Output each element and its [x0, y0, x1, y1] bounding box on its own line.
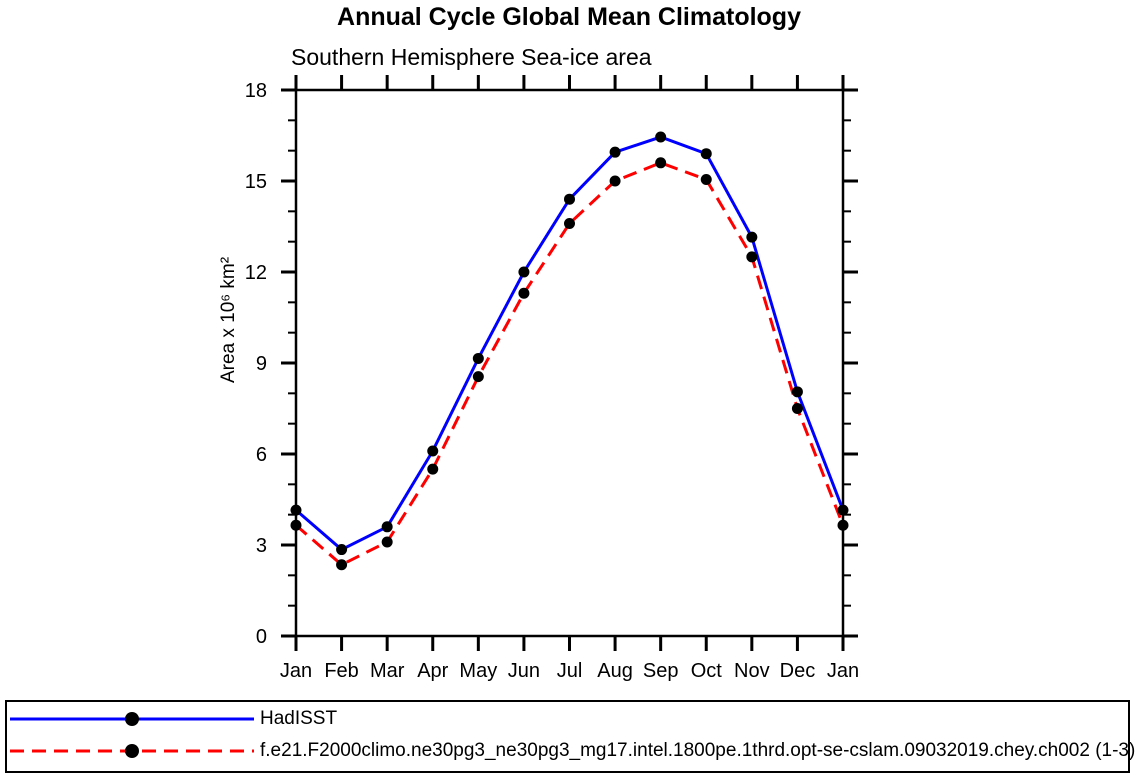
data-point-marker-hadisst	[472, 352, 484, 364]
legend-row-hadisst: HadISST	[9, 706, 337, 732]
data-point-marker-hadisst	[700, 148, 712, 160]
x-tick-label: Feb	[324, 660, 358, 682]
y-tick-label: 18	[245, 80, 267, 102]
x-tick-label: May	[459, 660, 497, 682]
data-point-marker-model	[700, 173, 712, 185]
legend-sample-svg	[10, 712, 254, 726]
y-tick-label: 3	[256, 535, 267, 557]
x-tick-label: Jan	[827, 660, 859, 682]
chart-subtitle: Southern Hemisphere Sea-ice area	[291, 44, 652, 70]
data-point-marker-model	[336, 559, 348, 571]
plot-frame	[294, 88, 845, 638]
data-point-marker-hadisst	[655, 131, 667, 143]
x-tick-label: Mar	[370, 660, 405, 682]
y-tick-label: 9	[256, 353, 267, 375]
y-tick-label: 0	[256, 626, 267, 648]
data-point-marker-model	[609, 175, 621, 187]
data-point-marker-model	[472, 371, 484, 383]
data-point-marker-model	[427, 463, 439, 475]
x-tick-label: Jan	[280, 660, 312, 682]
legend-sample-marker	[125, 744, 139, 758]
data-point-marker-hadisst	[564, 193, 575, 205]
y-tick-label: 6	[256, 444, 267, 466]
data-point-marker-hadisst	[746, 231, 758, 243]
legend-row-model: f.e21.F2000climo.ne30pg3_ne30pg3_mg17.in…	[9, 738, 1135, 764]
data-point-marker-hadisst	[518, 266, 530, 278]
legend-line-sample-model	[9, 740, 255, 762]
x-tick-label: Oct	[691, 660, 723, 682]
data-point-marker-model	[791, 403, 803, 414]
data-point-marker-hadisst	[381, 521, 393, 533]
chart-title: Annual Cycle Global Mean Climatology	[337, 3, 801, 31]
x-tick-label: Dec	[780, 660, 816, 682]
x-tick-label: Jul	[557, 660, 583, 682]
legend-box: HadISST f.e21.F2000climo.ne30pg3_ne30pg3…	[5, 700, 1135, 773]
y-tick-label: 15	[245, 171, 267, 193]
x-tick-label: Aug	[597, 660, 633, 682]
y-tick-label: 12	[245, 262, 267, 284]
legend-label-model: f.e21.F2000climo.ne30pg3_ne30pg3_mg17.in…	[260, 740, 1136, 761]
data-point-marker-hadisst	[609, 146, 621, 158]
data-point-marker-model	[381, 536, 393, 548]
x-tick-label: Jun	[508, 660, 540, 682]
data-point-marker-model	[564, 217, 575, 229]
data-point-marker-model	[655, 157, 667, 169]
legend-label-hadisst: HadISST	[260, 708, 338, 729]
data-point-marker-hadisst	[290, 504, 302, 516]
legend-line-sample-hadisst	[9, 708, 255, 730]
legend-sample-svg	[10, 744, 254, 758]
data-point-marker-hadisst	[336, 544, 348, 556]
data-point-marker-model	[837, 519, 849, 531]
chart-plot-area: Jan Feb Mar Apr May Jun Jul Aug Sep Oct Nov Dec Jan 0…	[245, 75, 859, 682]
x-tick-label: Nov	[734, 660, 770, 682]
legend-sample-marker	[125, 712, 139, 726]
data-point-marker-model	[290, 519, 302, 531]
data-point-marker-hadisst	[837, 504, 849, 516]
x-tick-label: Sep	[643, 660, 679, 682]
data-point-marker-hadisst	[791, 386, 803, 398]
data-point-marker-model	[746, 251, 758, 263]
data-point-marker-model	[518, 287, 530, 299]
data-point-marker-hadisst	[427, 445, 439, 457]
x-tick-label: Apr	[417, 660, 448, 682]
